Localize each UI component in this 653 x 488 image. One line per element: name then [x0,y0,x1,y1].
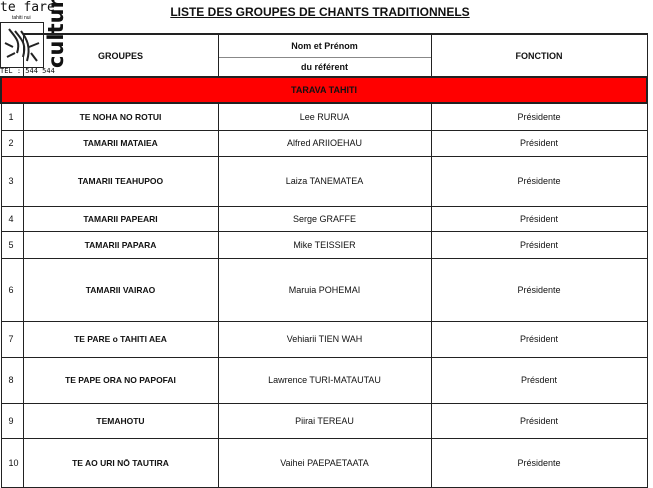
function: Présidente [430,257,648,322]
function: Président [430,230,648,259]
table-row: 10 TE AO URI NŌ TAUTIRA Vaihei PAEPAETAATA… [0,437,648,488]
table-row: 7 TE PARE o TAHITI AEA Vehiarii TIEN WAH Pr… [0,320,648,358]
table-row: 4 TAMARII PAPEARI Serge GRAFFE Président [0,205,648,232]
section-header: TARAVA TAHITI [0,76,648,104]
groups-table: GROUPES Nom et Prénom FONCTION du référe… [0,33,648,488]
referent-name: Alfred ARIIOEHAU [217,129,432,157]
group-name: TAMARII MATAIEA [22,129,219,157]
header-groupes: GROUPES [22,33,219,78]
header-fonction: FONCTION [430,33,648,78]
row-number: 2 [0,129,24,157]
referent-name: Vaihei PAEPAETAATA [217,437,432,488]
table-row: 3 TAMARII TEAHUPOO Laiza TANEMATEA Présiden… [0,155,648,207]
row-number: 5 [0,230,24,259]
table-row: 8 TE PAPE ORA NO PAPOFAI Lawrence TURI-MAT… [0,356,648,404]
row-number: 8 [0,356,24,404]
referent-name: Lawrence TURI-MATAUTAU [217,356,432,404]
logo-text: te fare [0,0,55,15]
function: Présidente [430,102,648,131]
row-number: 9 [0,402,24,439]
logo-sub: tahiti nui [12,15,31,21]
function: Président [430,320,648,358]
referent-name: Mike TEISSIER [217,230,432,259]
group-name: TEMAHOTU [22,402,219,439]
function: Présidente [430,437,648,488]
row-number: 10 [0,437,24,488]
row-number: 4 [0,205,24,232]
table-row: 2 TAMARII MATAIEA Alfred ARIIOEHAU Présiden… [0,129,648,157]
group-name: TE PAPE ORA NO PAPOFAI [22,356,219,404]
header-nom-sub: du référent [217,57,432,78]
function: Président [430,402,648,439]
header-nom: Nom et Prénom [217,33,432,58]
referent-name: Vehiarii TIEN WAH [217,320,432,358]
table-row: 5 TAMARII PAPARA Mike TEISSIER Président [0,230,648,259]
function: Président [430,205,648,232]
function: Président [430,129,648,157]
table-row: 1 TE NOHA NO ROTUI Lee RURUA Présidente [0,102,648,131]
row-number: 7 [0,320,24,358]
referent-name: Lee RURUA [217,102,432,131]
function: Présidente [430,155,648,207]
group-name: TAMARII PAPARA [22,230,219,259]
function: Présdent [430,356,648,404]
row-number: 3 [0,155,24,207]
group-name: TE NOHA NO ROTUI [22,102,219,131]
row-number: 1 [0,102,24,131]
table-row: 6 TAMARII VAIRAO Maruia POHEMAI Présidente [0,257,648,322]
referent-name: Maruia POHEMAI [217,257,432,322]
referent-name: Serge GRAFFE [217,205,432,232]
group-name: TAMARII VAIRAO [22,257,219,322]
group-name: TAMARII TEAHUPOO [22,155,219,207]
group-name: TE PARE o TAHITI AEA [22,320,219,358]
referent-name: Laiza TANEMATEA [217,155,432,207]
row-number: 6 [0,257,24,322]
group-name: TAMARII PAPEARI [22,205,219,232]
referent-name: Piirai TEREAU [217,402,432,439]
page-title: LISTE DES GROUPES DE CHANTS TRADITIONNEL… [170,5,470,19]
group-name: TE AO URI NŌ TAUTIRA [22,437,219,488]
table-row: 9 TEMAHOTU Piirai TEREAU Président [0,402,648,439]
